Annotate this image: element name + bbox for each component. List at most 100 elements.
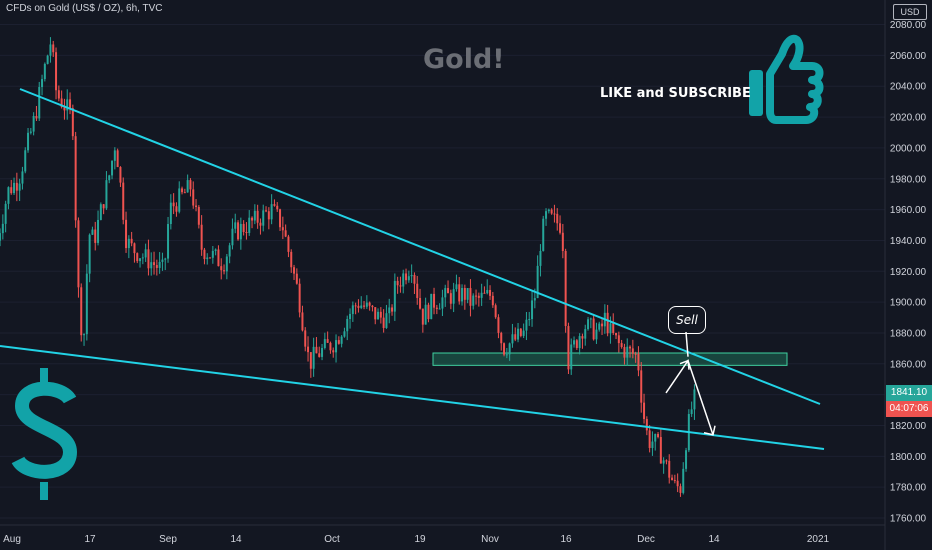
candle-body <box>396 280 399 286</box>
candle-body <box>475 295 478 297</box>
candle-body <box>368 302 371 306</box>
currency-label[interactable]: USD <box>893 4 927 20</box>
candle-body <box>570 344 573 370</box>
candle-body <box>133 243 136 254</box>
candle-body <box>340 336 343 344</box>
candle-body <box>94 229 97 243</box>
candle-body <box>43 63 46 80</box>
candle-body <box>673 480 676 482</box>
candle-body <box>629 346 632 349</box>
x-tick-label: Sep <box>159 534 177 545</box>
candle-body <box>304 330 307 347</box>
candle-body <box>265 210 268 212</box>
candle-body <box>335 340 338 353</box>
candle-body <box>690 409 693 414</box>
candle-body <box>685 450 688 469</box>
candle-body <box>281 227 284 231</box>
candle-body <box>10 187 13 194</box>
candle-body <box>500 332 503 344</box>
candle-body <box>598 323 601 330</box>
candle-body <box>161 259 164 262</box>
y-tick-label: 1920.00 <box>890 267 927 278</box>
candle-body <box>514 334 517 340</box>
candle-body <box>183 192 186 194</box>
candle-body <box>430 293 433 320</box>
y-tick-label: 2080.00 <box>890 20 927 31</box>
candle-body <box>668 460 671 478</box>
y-tick-label: 2040.00 <box>890 82 927 93</box>
candle-body <box>57 90 60 99</box>
candle-body <box>41 79 44 88</box>
candle-body <box>651 441 654 448</box>
candle-body <box>301 312 304 331</box>
candle-body <box>329 342 332 351</box>
candle-body <box>122 182 125 220</box>
candle-body <box>573 340 576 345</box>
candle-body <box>413 274 416 284</box>
candle-body <box>237 222 240 240</box>
candle-body <box>584 329 587 339</box>
candle-body <box>116 150 119 168</box>
upper-trendline <box>19 88 821 405</box>
candle-body <box>18 183 21 191</box>
candle-body <box>382 317 385 328</box>
candle-body <box>158 261 161 268</box>
candle-body <box>150 262 153 269</box>
candle-body <box>99 204 102 220</box>
x-tick-label: 14 <box>708 534 720 545</box>
candle-body <box>63 107 66 111</box>
candle-body <box>424 304 427 325</box>
candle-body <box>547 209 550 212</box>
subscribe-text: LIKE and SUBSCRIBE <box>600 86 751 101</box>
candle-body <box>682 468 685 493</box>
x-tick-label: 2021 <box>807 534 830 545</box>
candle-body <box>139 258 142 262</box>
sell-pointer <box>685 331 689 357</box>
candle-body <box>102 204 105 209</box>
candle-body <box>127 238 130 249</box>
candle-body <box>528 319 531 321</box>
candle-body <box>217 249 220 267</box>
candle-body <box>172 202 175 207</box>
candle-body <box>449 293 452 304</box>
candle-body <box>410 274 413 277</box>
candle-body <box>69 99 72 109</box>
projection-arrowhead-down <box>703 425 716 436</box>
candle-body <box>559 223 562 233</box>
symbol-title: CFDs on Gold (US$ / OZ), 6h, TVC <box>6 3 163 14</box>
x-tick-label: Oct <box>324 534 340 545</box>
candle-body <box>561 232 564 251</box>
candle-body <box>461 287 464 302</box>
candle-body <box>405 273 408 281</box>
candle-body <box>494 305 497 318</box>
candle-body <box>24 150 27 172</box>
candle-body <box>60 98 63 108</box>
candle-body <box>55 52 58 91</box>
candle-body <box>284 230 287 237</box>
x-tick-label: Nov <box>481 534 499 545</box>
candle-body <box>637 353 640 371</box>
candle-body <box>343 331 346 337</box>
candle-body <box>108 175 111 181</box>
candle-body <box>679 486 682 493</box>
projection-arrowhead-up <box>679 359 690 370</box>
candle-body <box>365 302 368 307</box>
candle-body <box>71 108 74 137</box>
candle-body <box>167 224 170 259</box>
candle-body <box>508 343 511 355</box>
candle-body <box>533 298 536 301</box>
dollar-sign-icon <box>11 368 78 500</box>
candle-body <box>332 350 335 353</box>
candle-body <box>337 340 340 344</box>
candle-body <box>323 339 326 348</box>
candle-body <box>640 370 643 403</box>
candle-body <box>195 205 198 208</box>
thumbs-up-icon <box>749 34 824 124</box>
candle-body <box>1 223 4 234</box>
candle-body <box>77 220 80 288</box>
candle-body <box>245 232 248 234</box>
candle-body <box>192 189 195 206</box>
candle-body <box>29 131 32 133</box>
candle-body <box>178 188 181 212</box>
